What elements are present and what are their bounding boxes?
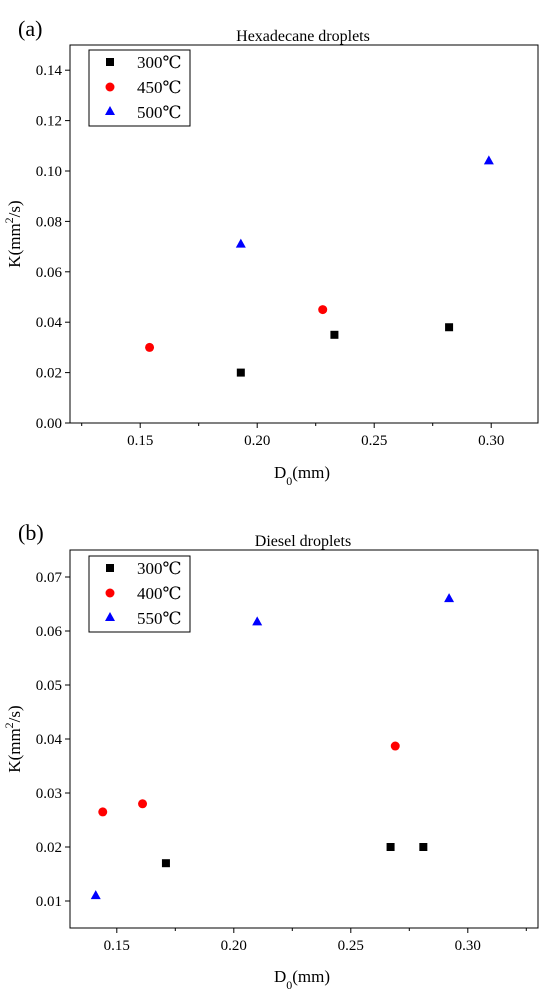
panel-label: (b) — [18, 520, 44, 545]
y-tick-label: 0.00 — [36, 416, 62, 432]
y-tick-label: 0.12 — [36, 114, 62, 130]
legend-marker-circle — [105, 82, 115, 92]
data-point-square — [330, 330, 339, 339]
legend-marker-triangle — [105, 612, 115, 621]
y-tick-label: 0.02 — [36, 840, 62, 856]
data-point-circle — [98, 807, 108, 817]
chart-panel-a: (a) Hexadecane droplets 0.00 0.02 0.04 0.06… — [2, 16, 539, 488]
legend-entry-2: 550℃ — [137, 609, 182, 628]
legend-entry-0: 300℃ — [137, 559, 182, 578]
x-tick-label: 0.30 — [478, 433, 504, 449]
x-axis-label-subscript: 0 — [286, 978, 292, 992]
y-tick-label: 0.10 — [36, 164, 62, 180]
y-tick-label: 0.07 — [36, 570, 63, 586]
y-axis: 0.00 0.02 0.04 0.06 0.08 0.10 0.12 0.14 — [36, 63, 70, 432]
data-point-square — [419, 843, 428, 851]
x-axis-label-subscript: 0 — [286, 474, 292, 488]
x-axis-label: D0(mm) — [274, 463, 330, 488]
data-points — [145, 155, 494, 377]
data-point-square — [236, 368, 245, 377]
legend-marker-circle — [105, 588, 115, 598]
data-point-square — [386, 843, 395, 851]
y-axis-label-main: K(mm — [5, 728, 24, 772]
legend: 300℃ 400℃ 550℃ — [88, 555, 191, 633]
y-axis: 0.01 0.02 0.03 0.04 0.05 0.06 0.07 — [36, 570, 70, 910]
x-tick-label: 0.15 — [104, 938, 130, 954]
chart-panel-b: (b) Diesel droplets 0.01 0.02 0.03 0.04 0.05… — [2, 520, 539, 992]
legend-marker-square — [106, 58, 114, 66]
data-point-triangle — [252, 616, 263, 626]
data-point-triangle — [235, 238, 246, 248]
y-tick-label: 0.03 — [36, 786, 62, 802]
x-axis: 0.15 0.20 0.25 0.30 — [104, 928, 527, 954]
legend-entry-1: 400℃ — [137, 584, 182, 603]
x-tick-label: 0.25 — [338, 938, 364, 954]
x-axis-label-main: D — [274, 463, 286, 482]
x-tick-label: 0.20 — [244, 433, 270, 449]
y-tick-label: 0.04 — [36, 315, 63, 331]
y-axis-label-main: K(mm — [5, 223, 24, 267]
data-points — [90, 593, 455, 900]
x-tick-label: 0.20 — [221, 938, 247, 954]
data-point-square — [445, 323, 454, 332]
x-tick-label: 0.30 — [455, 938, 481, 954]
chart-title: Diesel droplets — [255, 533, 351, 550]
data-point-circle — [318, 305, 328, 315]
y-tick-label: 0.06 — [36, 624, 63, 640]
x-axis-label: D0(mm) — [274, 967, 330, 992]
panel-label: (a) — [18, 16, 42, 41]
x-tick-label: 0.25 — [361, 433, 387, 449]
x-axis-label-unit: (mm) — [292, 967, 330, 986]
y-tick-label: 0.01 — [36, 894, 62, 910]
y-tick-label: 0.14 — [36, 63, 63, 79]
data-point-circle — [390, 741, 400, 751]
y-axis-label-unit: /s) — [5, 200, 24, 217]
plot-frame — [69, 44, 539, 424]
y-axis-label-superscript: 2 — [2, 217, 16, 223]
legend-entry-0: 300℃ — [137, 53, 182, 72]
y-axis-label-superscript: 2 — [2, 722, 16, 728]
x-axis-label-main: D — [274, 967, 286, 986]
data-point-square — [161, 859, 170, 868]
chart-title: Hexadecane droplets — [236, 28, 370, 45]
y-axis-label: K(mm2/s) — [2, 200, 24, 267]
y-tick-label: 0.04 — [36, 732, 63, 748]
legend-marker-triangle — [105, 106, 115, 115]
data-point-triangle — [483, 155, 494, 165]
y-axis-label-unit: /s) — [5, 705, 24, 722]
legend-entry-1: 450℃ — [137, 78, 182, 97]
x-tick-label: 0.15 — [127, 433, 153, 449]
y-tick-label: 0.05 — [36, 678, 62, 694]
legend-box — [88, 49, 191, 127]
x-axis-label-unit: (mm) — [292, 463, 330, 482]
data-point-triangle — [444, 593, 455, 603]
y-tick-label: 0.08 — [36, 214, 62, 230]
legend-marker-square — [106, 564, 114, 572]
y-tick-label: 0.06 — [36, 265, 63, 281]
data-point-circle — [138, 799, 148, 809]
legend-entry-2: 500℃ — [137, 103, 182, 122]
data-point-triangle — [90, 890, 101, 900]
x-axis: 0.15 0.20 0.25 0.30 — [81, 423, 504, 449]
y-axis-label: K(mm2/s) — [2, 705, 24, 772]
data-point-circle — [145, 342, 155, 352]
y-tick-label: 0.02 — [36, 366, 62, 382]
legend: 300℃ 450℃ 500℃ — [88, 49, 191, 127]
